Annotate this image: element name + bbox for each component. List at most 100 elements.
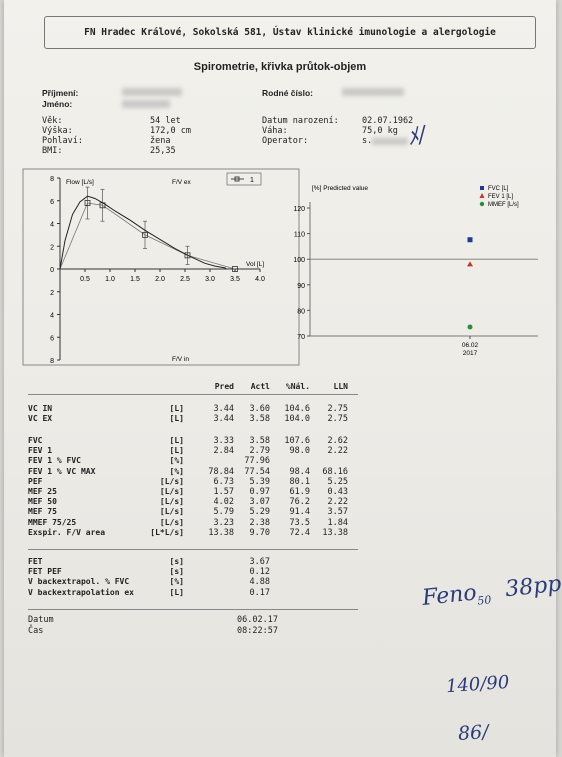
parameter-name: MEF 25 <box>28 487 57 496</box>
y-tick-label: 120 <box>293 206 305 213</box>
surname-label: Příjmení: <box>42 88 79 98</box>
data-point-fev1 <box>467 261 473 267</box>
cell-pct: 104.6 <box>284 404 310 414</box>
parameter-name: MMEF 75/25 <box>28 517 77 527</box>
cell-lln: 2.62 <box>327 436 348 446</box>
x-tick-label: 2.0 <box>155 276 165 283</box>
parameter-unit: [L/s] <box>159 476 184 486</box>
table-header: Pred <box>214 382 234 391</box>
cell-pct: 91.4 <box>289 507 310 518</box>
predicted-point <box>232 266 238 272</box>
patient-field-value: 25,35 <box>150 146 176 156</box>
birth-number-label: Rodné číslo: <box>262 88 314 98</box>
chart-title: [%] Predicted value <box>312 185 368 192</box>
parameter-name: V backextrapol. % FVC <box>28 577 130 587</box>
parameter-unit: [s] <box>169 567 184 577</box>
cell-actl: 2.79 <box>249 446 270 457</box>
cell-pred: 3.44 <box>213 414 234 425</box>
parameter-name: MEF 50 <box>28 497 57 507</box>
redacted-name <box>122 100 170 108</box>
y-tick-label: 100 <box>293 257 305 264</box>
legend-marker-triangle <box>479 193 485 198</box>
cell-pred: 1.57 <box>213 487 234 497</box>
cell-pct: 98.0 <box>289 446 310 457</box>
cell-pred: 3.44 <box>213 404 234 414</box>
parameter-name: FEV 1 % VC MAX <box>28 466 96 476</box>
redacted-operator <box>372 138 408 145</box>
parameter-name: FEV 1 % FVC <box>28 456 81 466</box>
cell-lln: 68.16 <box>322 466 348 477</box>
signature: ﾒ/ <box>405 122 429 151</box>
cell-pred: 3.23 <box>213 517 234 528</box>
report-title: Spirometrie, křivka průtok-objem <box>193 61 367 73</box>
parameter-unit: [L/s] <box>159 487 184 496</box>
parameter-unit: [s] <box>169 557 184 566</box>
cell-actl: 5.29 <box>249 507 270 518</box>
cell-pct: 61.9 <box>289 487 310 497</box>
patient-field-label: Výška: <box>42 126 73 136</box>
parameter-unit: [L/s] <box>159 507 184 517</box>
x-axis-label: Vol [L] <box>246 261 264 268</box>
patient-field-value: s. <box>362 136 373 146</box>
measured-curve <box>59 195 227 270</box>
chart-legend: 1 <box>226 172 262 186</box>
table-header: LLN <box>333 382 348 391</box>
cell-pct: 80.1 <box>289 476 310 487</box>
parameter-name: FEV 1 <box>28 446 53 456</box>
cell-pct: 98.4 <box>289 466 310 477</box>
date-value: 06.02.17 <box>237 615 278 625</box>
x-tick-label: 2017 <box>463 350 478 357</box>
y-tick-label: 8 <box>50 176 54 183</box>
patient-field-value: 54 let <box>150 116 181 126</box>
parameter-name: PEF <box>28 476 43 486</box>
table-divider <box>28 394 358 395</box>
legend-marker <box>234 176 240 182</box>
cell-pct: 73.5 <box>289 517 310 528</box>
fv-in-label: F/V in <box>172 356 189 363</box>
parameter-name: FET <box>28 557 43 566</box>
redacted-surname <box>122 88 182 96</box>
parameter-name: VC EX <box>28 414 53 424</box>
y-tick-label: 8 <box>50 358 54 365</box>
parameter-name: Exspir. F/V area <box>28 527 106 537</box>
cell-actl: 77.96 <box>244 456 270 467</box>
name-label: Jméno: <box>42 99 73 109</box>
cell-actl: 4.88 <box>249 577 270 588</box>
patient-field-label: Pohlaví: <box>42 136 83 146</box>
parameter-unit: [L] <box>169 436 184 445</box>
legend-marker-circle <box>479 201 485 207</box>
cell-lln: 3.57 <box>327 507 348 518</box>
predicted-value-chart: [%] Predicted value 120 110 100 90 80 70 06.022… <box>293 185 538 357</box>
cell-pct: 72.4 <box>289 527 310 538</box>
parameter-name: FET PEF <box>28 567 62 577</box>
patient-field-value: 172,0 cm <box>150 126 191 136</box>
y-tick-label: 4 <box>50 222 54 229</box>
cell-pred: 13.38 <box>208 527 234 538</box>
parameter-unit: [L] <box>169 414 184 424</box>
predicted-point <box>84 200 91 206</box>
parameter-unit: [L] <box>169 587 184 597</box>
cell-lln: 2.22 <box>327 446 348 457</box>
legend-marker-square <box>480 186 484 190</box>
parameter-unit: [%] <box>169 577 184 587</box>
parameter-name: V backextrapolation ex <box>28 587 134 597</box>
cell-actl: 77.54 <box>244 466 270 477</box>
parameter-unit: [%] <box>169 456 184 466</box>
data-point-fvc <box>467 237 473 243</box>
flow-volume-chart: 8 6 4 2 0 2 4 6 8 0.5 1.0 1.5 2.0 2.5 3.0 3.5 4.0 Flow [L… <box>22 168 300 366</box>
cell-pct: 107.6 <box>284 436 310 446</box>
chart-frame <box>22 168 300 366</box>
parameter-name: FVC <box>28 436 43 445</box>
cell-pred: 3.33 <box>213 436 234 446</box>
parameter-name: VC IN <box>28 404 53 413</box>
patient-field-label: Váha: <box>262 126 288 136</box>
cell-actl: 3.07 <box>249 497 270 508</box>
patient-field-label: Datum narození: <box>262 116 339 126</box>
table-header: %Nál. <box>285 382 310 391</box>
y-axis-label: Flow [L/s] <box>66 179 94 186</box>
x-tick-label: 06.02 <box>462 342 479 349</box>
y-tick-label: 80 <box>297 308 305 315</box>
x-tick-label: 0.5 <box>80 276 90 283</box>
institution-header: FN Hradec Králové, Sokolská 581, Ústav k… <box>44 16 536 49</box>
footer-divider <box>28 609 358 610</box>
